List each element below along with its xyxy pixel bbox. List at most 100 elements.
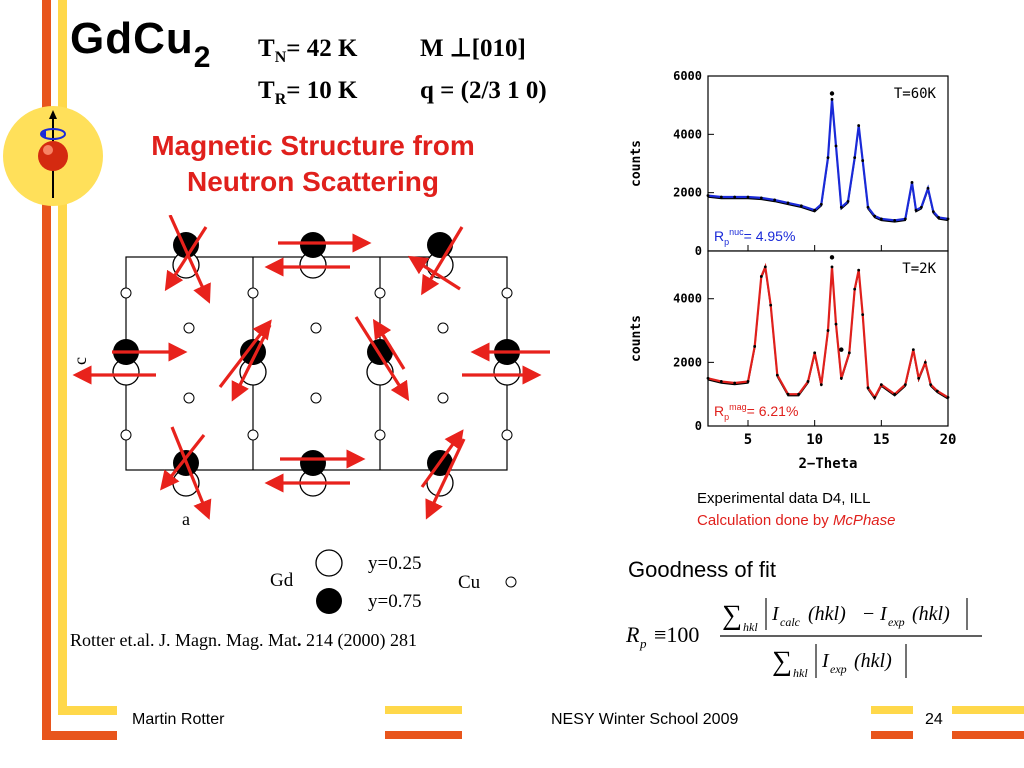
tr-sub: R [274,91,287,108]
data-point [929,383,933,387]
data-point [879,217,883,221]
slide-subtitle: Magnetic Structure from Neutron Scatteri… [96,128,530,200]
data-point [733,195,737,199]
x-tick-label: 10 [806,432,823,448]
data-point [861,159,865,162]
num-sum-sub: hkl [743,620,758,634]
calc-program-name: McPhase [832,512,896,529]
x-axis-label: 2−Theta [798,456,857,472]
citation-prefix: Rotter et.al. J. Magn. Mag. Mat [70,630,297,650]
data-point [773,198,777,202]
rfactor-sub: p [724,412,729,422]
num-exp-sub: exp [888,615,905,629]
citation-dot: . [296,630,302,650]
footer-yellow-bar-3 [952,706,1024,714]
compound-name: GdCu [70,14,194,63]
footer-page-number: 24 [925,711,943,728]
footer-yellow-bar-1 [385,706,462,714]
footer-orange-bar-2 [871,731,913,739]
data-point [873,395,877,399]
cu-atom [501,287,513,299]
data-point [746,380,750,383]
data-point [893,392,897,396]
data-point [893,218,897,222]
data-point [847,351,851,355]
data-point [873,214,877,218]
gd-atoms [112,232,521,497]
legend-gd: Gd [270,570,294,591]
data-point [946,217,950,221]
y-tick-label: 4000 [673,292,702,306]
rfactor-prefix: R [714,403,724,419]
spin-logo [3,106,103,206]
data-point [830,265,834,269]
q-vector: q = (2/3 1 0) [420,77,547,104]
cu-atom [120,287,132,299]
experiment-note-line-2: Calculation done by McPhase [697,510,895,532]
cu-atom [247,429,259,441]
data-point [914,208,918,212]
tr-value: = 10 K [286,77,358,104]
legend-cu: Cu [458,572,481,593]
data-point [879,383,883,387]
data-point [813,351,817,355]
rfactor-label: Rpmag= 6.21% [714,402,798,422]
formula-equiv: ≡100 [654,622,699,647]
num-hkl-1: (hkl) [808,603,846,625]
cu-atom [437,322,449,334]
rfactor-label: Rpnuc= 4.95% [714,227,795,247]
cu-atom [310,392,322,404]
y-tick-label: 0 [695,419,702,433]
rfactor-prefix: R [714,228,724,244]
cu-atom [120,429,132,441]
den-i-exp: I [821,650,830,672]
data-point [919,205,923,209]
data-point [857,124,861,127]
data-point [819,202,823,206]
data-point [903,217,907,221]
rp-formula: R p ≡100 ∑ hkl I calc (hkl) − I exp (hkl… [625,598,982,680]
magnetic-structure-diagram: c a [70,215,550,529]
cu-atom [374,429,386,441]
data-point [746,195,750,199]
y-tick-label: 2000 [673,355,702,369]
moment-arrow [425,438,466,520]
peak-marker [829,91,835,96]
cu-atom [437,392,449,404]
data-point [946,395,950,399]
data-point [797,392,801,396]
bottom-yellow-bar [58,706,117,715]
rfactor-value: = 4.95% [744,228,796,244]
data-point [834,322,838,326]
footer-orange-bar-3 [952,731,1024,739]
cu-atom [247,287,259,299]
compound-title: GdCu2 [70,14,211,75]
temperature-label: T=2K [902,261,936,277]
left-orange-bar [42,0,51,740]
data-point [926,186,930,190]
den-exp-sub: exp [830,662,847,676]
tr-line: TR= 10 K [258,76,357,115]
y-tick-label: 4000 [673,127,702,141]
moment-arrow [160,434,206,491]
rfactor-value: = 6.21% [747,403,799,419]
y-axis-label: counts [629,140,644,187]
cu-atom [183,392,195,404]
subtitle-line-2: Neutron Scattering [186,166,440,197]
cu-atoms [120,287,513,441]
data-point [853,287,857,291]
data-point [806,380,810,383]
tn-line: TN= 42 K [258,34,357,73]
axis-a-label: a [182,509,190,529]
moment-arrow [164,226,208,292]
legend-y075: y=0.75 [368,591,422,612]
cu-atom [183,322,195,334]
tn-value: = 42 K [286,35,358,62]
data-point [719,380,723,383]
footer-yellow-bar-2 [871,706,913,714]
data-point [799,204,803,208]
den-sum-sign: ∑ [772,646,792,677]
experiment-note: Experimental data D4, ILL Calculation do… [697,488,895,532]
data-point [853,156,857,160]
chart-panel-bottom: 0 2000 4000 5 10 15 20 counts 2−Theta T=2K Rpmag= … [629,250,956,472]
